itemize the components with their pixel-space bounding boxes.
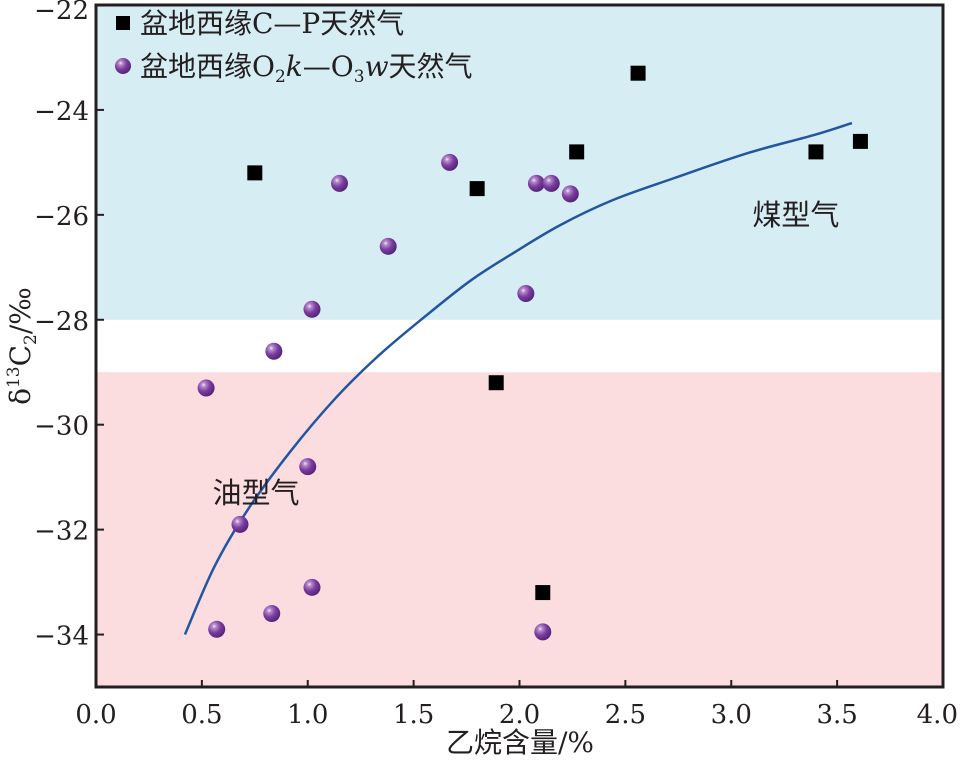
data-point-circle xyxy=(208,620,226,638)
legend-part: 盆地西缘O xyxy=(140,50,275,83)
y-axis-title: δ13C2/‰ xyxy=(4,287,41,405)
legend-part: 天然气 xyxy=(389,50,473,83)
trend-curve xyxy=(183,121,853,636)
x-axis-ticks: 0.0 0.5 1.0 1.5 2.0 2.5 3.0 3.5 4.0 xyxy=(75,680,958,730)
data-point-circle xyxy=(441,153,459,171)
region-band-1 xyxy=(96,372,943,687)
data-point-circle xyxy=(331,174,349,192)
region-band-0 xyxy=(96,5,943,320)
data-point-square xyxy=(808,144,824,160)
data-point-circle xyxy=(542,174,560,192)
y-tick-label: −34 xyxy=(34,622,89,652)
annotation-oil-gas: 油型气 xyxy=(212,476,299,510)
data-point-circle xyxy=(303,300,321,318)
region-bands xyxy=(96,5,943,687)
legend-part: k xyxy=(286,50,303,83)
data-point-circle xyxy=(263,605,281,623)
legend-part: —O xyxy=(303,50,354,83)
y-tick-label: −28 xyxy=(34,307,89,337)
data-point-square xyxy=(569,144,585,160)
trend-curve-layer xyxy=(183,121,853,636)
x-tick-label: 4.0 xyxy=(917,700,958,730)
annotation-coal-gas: 煤型气 xyxy=(752,198,839,232)
legend-part: w xyxy=(365,50,389,83)
y-tick-label: −24 xyxy=(34,97,89,127)
x-tick-label: 0.5 xyxy=(181,700,222,730)
x-tick-label: 3.0 xyxy=(711,700,752,730)
data-point-circle xyxy=(379,237,397,255)
legend: 盆地西缘C—P天然气 盆地西缘O2k—O3w天然气 xyxy=(115,7,473,87)
data-point-circle xyxy=(527,174,545,192)
legend-label-o2k-o3w: 盆地西缘O2k—O3w天然气 xyxy=(140,50,473,87)
y-tick-label: −22 xyxy=(34,0,89,26)
data-point-circle xyxy=(197,379,215,397)
y-title-delta: δ xyxy=(4,388,37,405)
data-point-circle xyxy=(265,342,283,360)
x-tick-label: 3.5 xyxy=(816,700,857,730)
x-tick-label: 2.5 xyxy=(605,700,646,730)
data-point-square xyxy=(535,585,551,601)
y-title-c: C xyxy=(4,345,37,366)
y-axis-ticks: −22 −24 −26 −28 −30 −32 −34 xyxy=(34,0,104,652)
data-point-square xyxy=(247,165,263,181)
legend-sub: 2 xyxy=(275,67,286,87)
legend-marker-square xyxy=(116,16,130,30)
x-tick-label: 2.0 xyxy=(499,700,540,730)
y-title-sub: 2 xyxy=(21,334,41,345)
data-point-square xyxy=(488,375,504,391)
legend-label-cp: 盆地西缘C—P天然气 xyxy=(140,7,404,40)
data-point-circle xyxy=(231,515,249,533)
data-point-circle xyxy=(303,578,321,596)
y-tick-label: −26 xyxy=(34,202,89,232)
data-point-square xyxy=(852,133,868,149)
x-tick-label: 0.0 xyxy=(75,700,116,730)
y-title-unit: /‰ xyxy=(4,287,37,334)
data-point-circle xyxy=(517,285,535,303)
x-tick-label: 1.0 xyxy=(287,700,328,730)
y-title-sup: 13 xyxy=(4,366,24,388)
data-point-circle xyxy=(534,623,552,641)
data-point-circle xyxy=(561,185,579,203)
y-tick-label: −32 xyxy=(34,517,89,547)
legend-marker-circle xyxy=(115,58,131,74)
y-tick-label: −30 xyxy=(34,412,89,442)
data-point-square xyxy=(630,65,646,81)
x-axis-title: 乙烷含量/% xyxy=(446,726,594,759)
x-tick-label: 1.5 xyxy=(393,700,434,730)
data-points xyxy=(197,65,868,641)
data-point-circle xyxy=(299,458,317,476)
data-point-square xyxy=(469,181,485,197)
legend-sub: 3 xyxy=(354,67,365,87)
